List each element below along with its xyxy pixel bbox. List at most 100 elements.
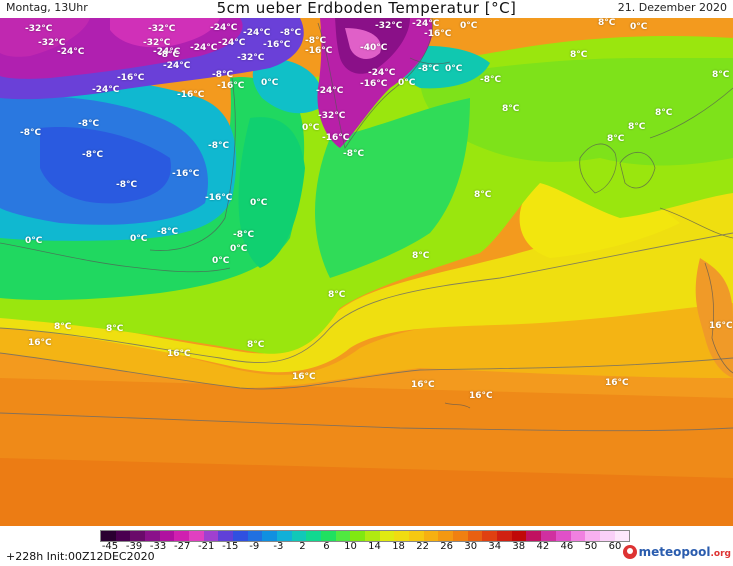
temperature-label: 16°C (709, 321, 733, 331)
color-scale-swatch (101, 531, 116, 541)
color-scale-swatch (511, 531, 527, 541)
color-scale-swatch (379, 531, 395, 541)
color-scale-swatch (614, 531, 630, 541)
temperature-label: -32°C (148, 24, 176, 34)
temperature-label: -40°C (360, 43, 388, 53)
color-scale-swatch (570, 531, 586, 541)
temperature-label: -24°C (316, 86, 344, 96)
temperature-label: 0°C (460, 21, 478, 31)
temperature-label: -32°C (375, 21, 403, 31)
color-scale-swatch (526, 531, 542, 541)
color-scale-swatch (174, 531, 190, 541)
color-scale-swatch (306, 531, 322, 541)
color-scale-tick: -45 (101, 541, 119, 552)
color-scale-tick: 26 (440, 541, 454, 552)
color-scale-tick: 14 (368, 541, 381, 552)
color-scale-swatch (423, 531, 439, 541)
temperature-label: 0°C (25, 236, 43, 246)
color-scale-tick: -33 (149, 541, 167, 552)
temperature-label: -32°C (38, 38, 66, 48)
temperature-label: -24°C (368, 68, 396, 78)
temperature-label: -16°C (360, 79, 388, 89)
valid-date: 21. Dezember 2020 (617, 1, 727, 14)
temperature-label: 8°C (628, 122, 646, 132)
color-scale-swatch (365, 531, 380, 541)
temperature-label: 16°C (411, 380, 435, 390)
color-scale-tick: -39 (125, 541, 143, 552)
temperature-label: -16°C (305, 46, 333, 56)
color-scale-swatch (585, 531, 600, 541)
temperature-label: -32°C (237, 53, 265, 63)
temperature-label: -24°C (190, 43, 218, 53)
color-scale-swatch (467, 531, 483, 541)
color-scale-swatch (409, 531, 424, 541)
color-scale-tick: 10 (344, 541, 357, 552)
color-scale-swatch (394, 531, 410, 541)
temperature-label: -8°C (343, 149, 365, 159)
forecast-run-info: +228h Init:00Z12DEC2020 (6, 550, 155, 563)
color-scale-tick: -15 (222, 541, 239, 552)
temperature-label: -8°C (78, 119, 100, 129)
color-scale-swatch (350, 531, 366, 541)
color-scale-swatch (335, 531, 351, 541)
color-scale-swatch (189, 531, 204, 541)
temperature-label: -32°C (143, 38, 171, 48)
color-scale-tick: 38 (512, 541, 526, 552)
brand-suffix: .org (710, 549, 731, 559)
temperature-label: -8°C (116, 180, 138, 190)
map-footer: -45 -39 -33 -27 -21 -15 -9 -3 2 6 10 14 18 22 26 30 34 38… (0, 526, 733, 566)
map-header: Montag, 13Uhr 5cm ueber Erdboden Tempera… (0, 0, 733, 18)
color-scale-tick: 50 (584, 541, 598, 552)
temperature-label: -16°C (172, 169, 200, 179)
temperature-label: -32°C (318, 111, 346, 121)
temperature-label: -8°C (233, 230, 255, 240)
color-scale-tick: 46 (560, 541, 574, 552)
color-scale-swatch (555, 531, 571, 541)
temperature-label: -32°C (25, 24, 53, 34)
temperature-label: 0°C (250, 198, 268, 208)
temperature-label: -8°C (280, 28, 302, 38)
temperature-label: 0°C (302, 123, 320, 133)
temperature-label: -16°C (177, 90, 205, 100)
temperature-label: -16°C (263, 40, 291, 50)
color-scale-swatch (203, 531, 219, 541)
color-scale-tick: 34 (488, 541, 502, 552)
temperature-label: 16°C (292, 372, 316, 382)
color-scale-tick: 2 (299, 541, 306, 552)
temperature-label: -24°C (92, 85, 120, 95)
color-scale-tick: 42 (536, 541, 550, 552)
temperature-label: 0°C (445, 64, 463, 74)
color-scale-swatch (247, 531, 263, 541)
temperature-label: 0°C (398, 78, 416, 88)
color-scale-swatch (482, 531, 498, 541)
temperature-label: 0°C (230, 244, 248, 254)
temperature-label: 8°C (502, 104, 520, 114)
temperature-label: 8°C (247, 340, 265, 350)
temperature-label: 16°C (469, 391, 493, 401)
color-scale-tick: 22 (416, 541, 429, 552)
color-scale-tick: 6 (323, 541, 330, 552)
color-scale-tick: 18 (392, 541, 405, 552)
color-scale-tick: 30 (464, 541, 478, 552)
color-scale-bar (100, 530, 630, 542)
temperature-label: -8°C (305, 36, 327, 46)
logo-icon (622, 545, 637, 559)
valid-day-time: Montag, 13Uhr (6, 1, 88, 14)
temperature-label: -8°C (208, 141, 230, 151)
color-scale-swatch (115, 531, 131, 541)
color-scale-tick: -3 (273, 541, 284, 552)
temperature-label: 0°C (212, 256, 230, 266)
color-scale-swatch (438, 531, 454, 541)
temperature-label: 16°C (167, 349, 191, 359)
color-scale-tick: 60 (608, 541, 622, 552)
color-scale-ticks: -45 -39 -33 -27 -21 -15 -9 -3 2 6 10 14 18 22 26 30 34 38… (102, 541, 630, 553)
temperature-label: -24°C (153, 47, 181, 57)
temperature-label: -8°C (418, 64, 440, 74)
meteopool-logo[interactable]: meteopool.org (622, 545, 731, 559)
temperature-label: 8°C (474, 190, 492, 200)
temperature-label: 0°C (630, 22, 648, 32)
color-scale-swatch (277, 531, 292, 541)
color-scale-swatch (233, 531, 248, 541)
color-scale-swatch (497, 531, 512, 541)
temperature-label: -24°C (57, 47, 85, 57)
